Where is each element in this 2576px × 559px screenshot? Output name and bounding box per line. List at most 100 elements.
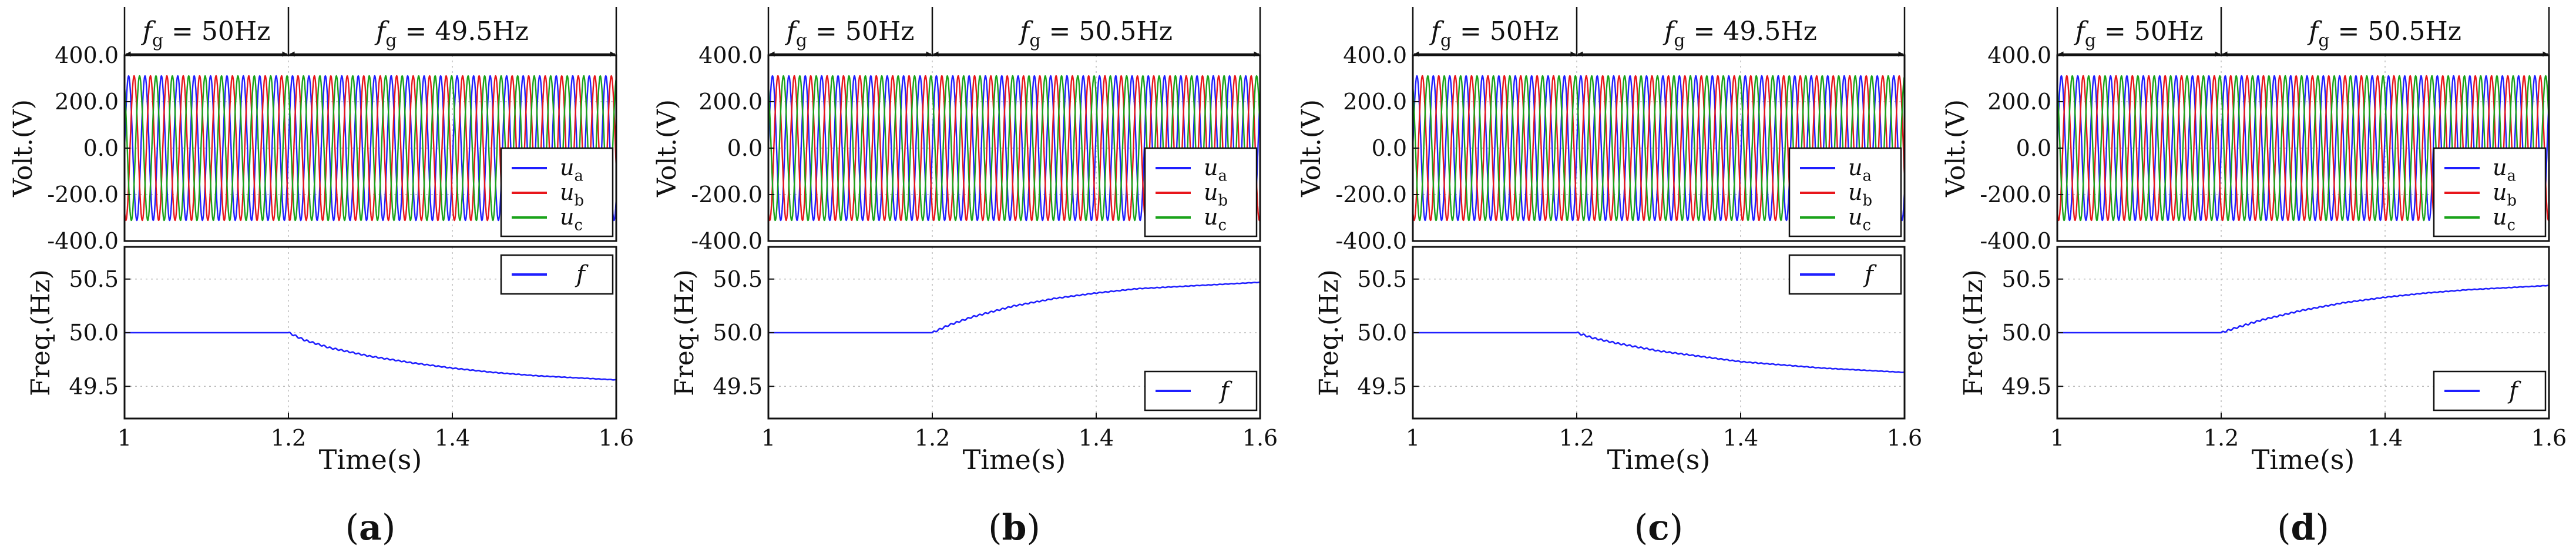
y-tick-label: -200.0 xyxy=(691,182,763,207)
x-axis-label: Time(s) xyxy=(2252,444,2355,476)
legend-label-ua: ua xyxy=(1204,155,1227,185)
x-axis: 1 1.2 1.4 1.6 Time(s) xyxy=(117,413,634,476)
x-tick-label: 1.4 xyxy=(2367,425,2403,451)
series-line-uc xyxy=(1413,75,1905,222)
legend-box xyxy=(1788,254,1902,295)
frequency-legend: f xyxy=(500,254,614,295)
x-axis: 1 1.2 1.4 1.6 Time(s) xyxy=(761,413,1278,476)
x-tick-label: 1 xyxy=(1406,425,1420,451)
annotation-before-step: fg = 50Hz xyxy=(141,16,271,51)
voltage-y-axis-label: Volt.(V) xyxy=(1297,99,1326,198)
annotation-after-step: fg = 49.5Hz xyxy=(374,16,529,51)
x-tick-label: 1.6 xyxy=(1242,425,1278,451)
series-line-f xyxy=(2057,284,2550,334)
y-tick-label: 50.5 xyxy=(69,266,119,292)
frequency-annotation: fg = 50Hz fg = 50.5Hz xyxy=(2056,7,2550,57)
legend-label-ua: ua xyxy=(1848,155,1872,185)
y-tick-label: -400.0 xyxy=(47,228,119,254)
legend-label-ub: ub xyxy=(560,179,584,210)
frequency-legend: f xyxy=(1788,254,1902,295)
x-tick-label: 1 xyxy=(2050,425,2064,451)
y-tick-label: 49.5 xyxy=(713,373,763,399)
y-tick-label: -200.0 xyxy=(1980,182,2051,207)
panel-c: fg = 50Hz fg = 49.5Hz 400.0 200.0 0.0 -200.0 -… xyxy=(1297,7,1922,548)
legend-label-uc: uc xyxy=(1204,204,1227,235)
frequency-subplot: 50.5 50.0 49.5 Freq.(Hz) f xyxy=(1314,246,1906,420)
annotation-before-step: fg = 50Hz xyxy=(1429,16,1559,51)
legend-label-ub: ub xyxy=(1848,179,1872,210)
frequency-legend: f xyxy=(2433,370,2547,411)
annotation-after-step: fg = 49.5Hz xyxy=(1663,16,1817,51)
x-axis-label: Time(s) xyxy=(963,444,1066,476)
y-tick-label: 400.0 xyxy=(1343,42,1407,68)
y-tick-label: 0.0 xyxy=(2016,135,2051,161)
y-tick-label: 50.0 xyxy=(2001,320,2051,346)
frequency-y-axis-label: Freq.(Hz) xyxy=(1959,269,1989,396)
x-axis: 1 1.2 1.4 1.6 Time(s) xyxy=(1406,413,1922,476)
y-tick-label: 200.0 xyxy=(698,89,763,115)
y-tick-label: -200.0 xyxy=(47,182,119,207)
x-tick-label: 1.6 xyxy=(599,425,634,451)
x-tick-label: 1.4 xyxy=(435,425,470,451)
panel-d: fg = 50Hz fg = 50.5Hz 400.0 200.0 0.0 -200.0 -… xyxy=(1941,7,2567,548)
voltage-y-axis-label: Volt.(V) xyxy=(8,99,38,198)
series-line-f xyxy=(768,281,1261,334)
frequency-annotation: fg = 50Hz fg = 49.5Hz xyxy=(123,7,617,57)
annotation-after-step: fg = 50.5Hz xyxy=(1018,16,1173,51)
y-tick-label: -400.0 xyxy=(691,228,763,254)
panel-label: (a) xyxy=(345,507,396,548)
series-line-uc xyxy=(2057,75,2549,222)
y-tick-label: 49.5 xyxy=(69,373,119,399)
y-tick-label: 0.0 xyxy=(1372,135,1407,161)
frequency-y-axis-label: Freq.(Hz) xyxy=(1314,269,1344,396)
x-tick-label: 1.2 xyxy=(271,425,306,451)
y-tick-label: 400.0 xyxy=(698,42,763,68)
y-tick-label: 400.0 xyxy=(55,42,119,68)
y-tick-label: -400.0 xyxy=(1980,228,2051,254)
x-tick-label: 1.6 xyxy=(1887,425,1922,451)
y-tick-label: 49.5 xyxy=(2001,373,2051,399)
y-tick-label: 0.0 xyxy=(83,135,119,161)
legend-label-uc: uc xyxy=(560,204,583,235)
annotation-after-step: fg = 50.5Hz xyxy=(2307,16,2461,51)
x-tick-label: 1.2 xyxy=(915,425,950,451)
x-tick-label: 1.2 xyxy=(1559,425,1594,451)
x-tick-label: 1.4 xyxy=(1723,425,1758,451)
y-tick-label: 50.5 xyxy=(2001,266,2051,292)
voltage-y-axis-label: Volt.(V) xyxy=(652,99,682,198)
y-tick-label: 50.0 xyxy=(69,320,119,346)
y-tick-label: 50.0 xyxy=(713,320,763,346)
y-tick-label: 50.0 xyxy=(1357,320,1407,346)
y-tick-label: 0.0 xyxy=(727,135,763,161)
annotation-before-step: fg = 50Hz xyxy=(785,16,915,51)
legend-box xyxy=(1788,147,1902,237)
y-tick-label: -200.0 xyxy=(1335,182,1407,207)
frequency-annotation: fg = 50Hz fg = 49.5Hz xyxy=(1412,7,1906,57)
legend-label-ub: ub xyxy=(2493,179,2517,210)
y-tick-label: 49.5 xyxy=(1357,373,1407,399)
x-tick-label: 1 xyxy=(117,425,132,451)
legend-label-uc: uc xyxy=(1848,204,1871,235)
y-tick-label: 200.0 xyxy=(1987,89,2051,115)
panel-b: fg = 50Hz fg = 50.5Hz 400.0 200.0 0.0 -200.0 -… xyxy=(652,7,1278,548)
x-tick-label: 1 xyxy=(761,425,775,451)
panel-label: (b) xyxy=(988,507,1040,548)
panel-label: (d) xyxy=(2277,507,2329,548)
annotation-before-step: fg = 50Hz xyxy=(2074,16,2204,51)
x-axis-label: Time(s) xyxy=(1607,444,1711,476)
y-tick-label: 400.0 xyxy=(1987,42,2051,68)
frequency-subplot: 50.5 50.0 49.5 Freq.(Hz) f xyxy=(670,246,1261,420)
x-tick-label: 1.2 xyxy=(2204,425,2239,451)
series-line-f xyxy=(1413,331,1905,373)
frequency-legend: f xyxy=(1144,370,1258,411)
y-tick-label: 50.5 xyxy=(713,266,763,292)
legend-label-ub: ub xyxy=(1204,179,1228,210)
